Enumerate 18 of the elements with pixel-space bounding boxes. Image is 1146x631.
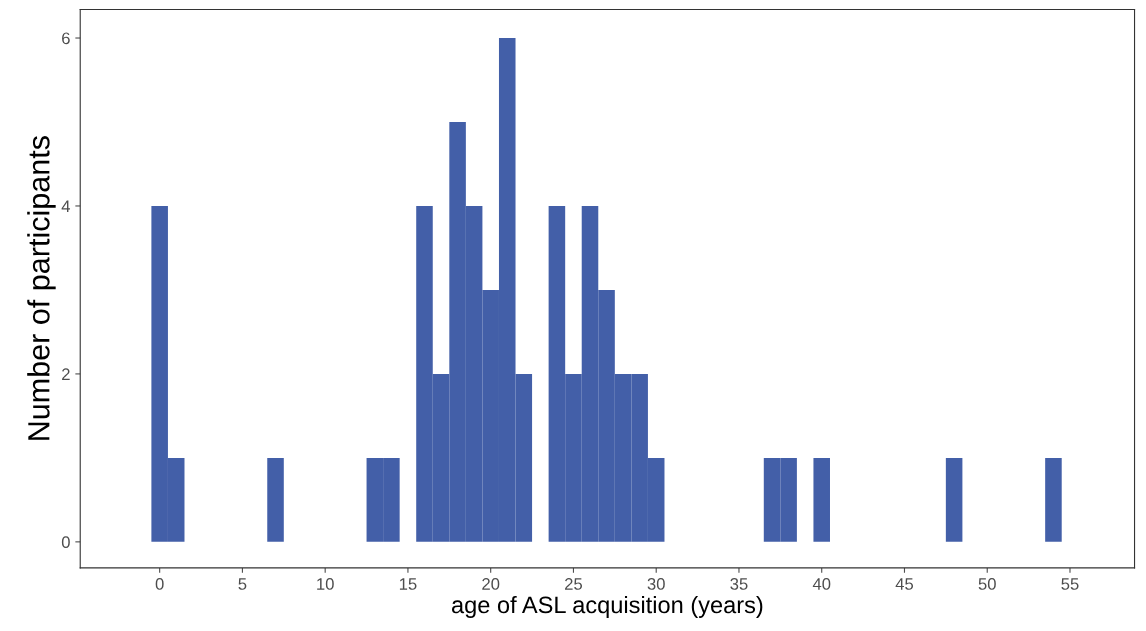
x-tick-label: 25 [565,578,583,590]
y-tick-label: 0 [61,536,70,549]
x-tick-label: 5 [238,578,247,590]
y-tick-label: 2 [62,368,70,380]
x-tick-label: 15 [399,578,417,590]
x-axis-title: age of ASL acquisition (years) [451,595,763,618]
x-tick-label: 50 [978,578,996,590]
x-tick-label: 40 [812,578,831,590]
x-tick-label: 35 [730,578,748,590]
x-tick-label: 20 [482,578,500,590]
y-axis-title: Number of participants [27,136,56,440]
y-tick-label: 6 [62,32,70,45]
x-tick-label: 0 [155,578,164,590]
x-tick-label: 55 [1061,578,1079,590]
x-tick-label: 45 [895,578,914,590]
y-tick-label: 4 [61,200,71,213]
x-tick-label: 30 [647,578,665,590]
x-tick-label: 10 [317,578,334,590]
